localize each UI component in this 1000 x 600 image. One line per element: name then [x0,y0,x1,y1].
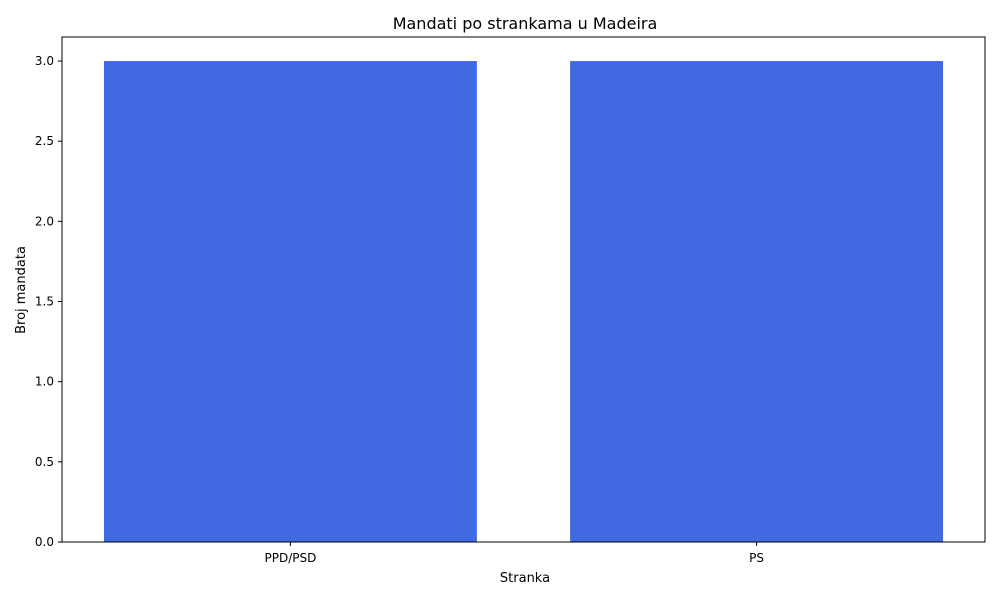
bar-ppd-psd [103,61,477,543]
axes-frame [61,36,986,543]
y-tick-label: 3.0 [35,54,54,68]
y-tick-label: 1.0 [35,375,54,389]
x-tick-label: PS [749,551,764,565]
x-axis-label: Stranka [500,571,550,586]
y-axis: 0.0 0.5 1.0 1.5 2.0 2.5 3.0 [35,54,62,549]
y-tick-label: 0.5 [35,455,54,469]
y-tick-label: 2.0 [35,214,54,228]
chart-title: Mandati po strankama u Madeira [393,14,658,33]
bar-ps [570,61,944,543]
y-tick-label: 2.5 [35,134,54,148]
plot-area [61,36,986,543]
y-axis-label: Broj mandata [14,246,29,334]
x-tick-label: PPD/PSD [264,551,316,565]
x-axis: PPD/PSD PS [264,542,764,565]
y-tick-label: 1.5 [35,295,54,309]
y-tick-label: 0.0 [35,535,54,549]
